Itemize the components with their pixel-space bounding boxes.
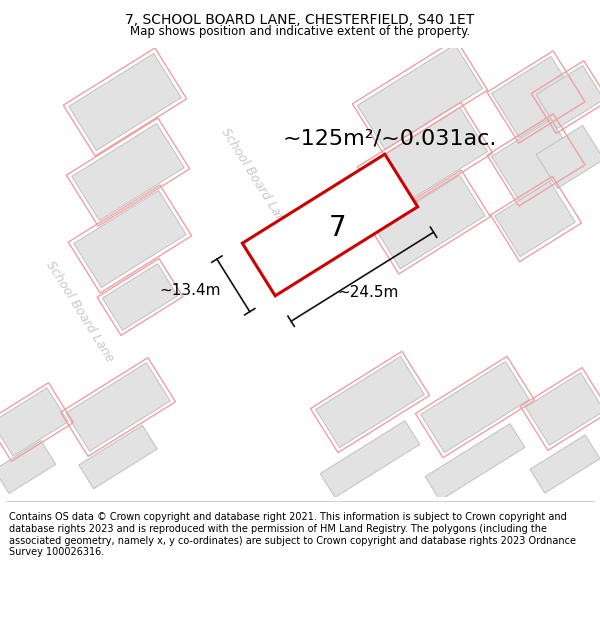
Polygon shape bbox=[536, 66, 600, 129]
Text: Map shows position and indicative extent of the property.: Map shows position and indicative extent… bbox=[130, 26, 470, 38]
Polygon shape bbox=[530, 435, 600, 493]
Text: 7, SCHOOL BOARD LANE, CHESTERFIELD, S40 1ET: 7, SCHOOL BOARD LANE, CHESTERFIELD, S40 … bbox=[125, 14, 475, 28]
Polygon shape bbox=[103, 264, 178, 331]
Polygon shape bbox=[536, 126, 600, 189]
Polygon shape bbox=[195, 48, 330, 497]
Polygon shape bbox=[362, 107, 488, 212]
Polygon shape bbox=[0, 441, 56, 494]
Text: ~24.5m: ~24.5m bbox=[337, 285, 398, 300]
Polygon shape bbox=[491, 119, 578, 201]
Polygon shape bbox=[10, 48, 130, 497]
Polygon shape bbox=[0, 388, 68, 456]
Text: ~13.4m: ~13.4m bbox=[160, 283, 221, 298]
Polygon shape bbox=[72, 124, 184, 221]
Text: 7: 7 bbox=[329, 214, 347, 242]
Polygon shape bbox=[79, 425, 157, 489]
Polygon shape bbox=[69, 54, 181, 151]
Polygon shape bbox=[526, 372, 600, 445]
Polygon shape bbox=[358, 44, 482, 149]
Polygon shape bbox=[320, 421, 420, 498]
Polygon shape bbox=[375, 175, 485, 269]
Text: School Board Lane: School Board Lane bbox=[44, 259, 116, 365]
Polygon shape bbox=[74, 191, 186, 288]
Text: School Board Lane: School Board Lane bbox=[218, 126, 292, 232]
Polygon shape bbox=[425, 424, 525, 501]
Polygon shape bbox=[421, 361, 529, 452]
Polygon shape bbox=[495, 181, 575, 257]
Polygon shape bbox=[316, 356, 424, 447]
Text: Contains OS data © Crown copyright and database right 2021. This information is : Contains OS data © Crown copyright and d… bbox=[9, 512, 576, 557]
Text: ~125m²/~0.031ac.: ~125m²/~0.031ac. bbox=[283, 129, 497, 149]
Polygon shape bbox=[66, 362, 170, 451]
Polygon shape bbox=[242, 154, 418, 296]
Polygon shape bbox=[491, 56, 578, 138]
